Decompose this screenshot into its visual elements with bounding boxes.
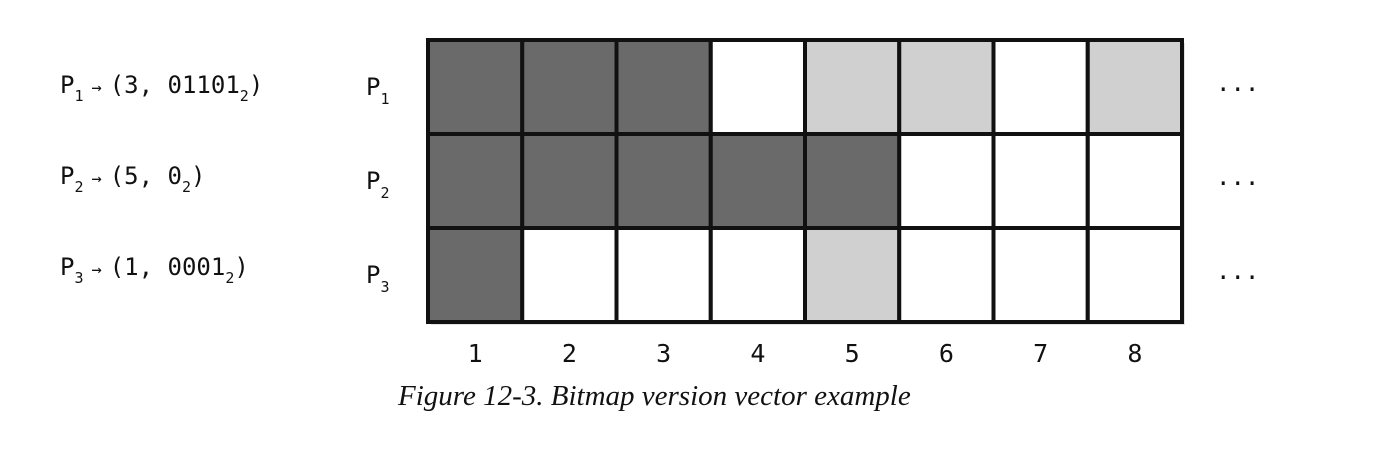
legend-base-subscript: 2 <box>225 269 234 287</box>
grid-cell <box>520 132 619 230</box>
row-label: P2 <box>366 167 389 202</box>
legend-close: ) <box>191 162 205 190</box>
legend-process-subscript: 1 <box>74 87 83 105</box>
grid-cell <box>803 38 902 136</box>
grid-cell <box>991 38 1090 136</box>
grid-cell <box>803 132 902 230</box>
column-label: 8 <box>1127 339 1142 368</box>
legend-process: P <box>60 253 74 281</box>
grid-cell <box>614 38 713 136</box>
legend-arrow: → <box>91 260 101 280</box>
grid-cell <box>991 226 1090 324</box>
legend-process-subscript: 3 <box>74 269 83 287</box>
legend-entry: P1 → (3, 011012) <box>60 71 263 105</box>
grid-cell <box>614 132 713 230</box>
column-label: 1 <box>468 339 483 368</box>
column-label: 2 <box>562 339 577 368</box>
grid-cell <box>520 38 619 136</box>
grid-cell <box>1085 226 1184 324</box>
grid-cell <box>426 38 525 136</box>
column-label: 6 <box>939 339 954 368</box>
grid-cell <box>614 226 713 324</box>
legend-process: P <box>60 162 74 190</box>
legend-process-subscript: 2 <box>74 178 83 196</box>
column-label: 3 <box>656 339 671 368</box>
grid-cell <box>426 226 525 324</box>
grid-cell <box>426 132 525 230</box>
row-ellipsis: ... <box>1216 257 1259 285</box>
row-label: P3 <box>366 261 389 296</box>
grid-cell <box>991 132 1090 230</box>
legend-value: (5, 0 <box>110 162 182 190</box>
legend-process: P <box>60 71 74 99</box>
legend-entry: P3 → (1, 00012) <box>60 253 249 287</box>
grid-cell <box>897 132 996 230</box>
legend-base-subscript: 2 <box>240 87 249 105</box>
grid-border <box>426 38 1184 324</box>
row-label: P1 <box>366 73 389 108</box>
legend-close: ) <box>249 71 263 99</box>
row-label-subscript: 2 <box>380 184 389 202</box>
grid-cell <box>803 226 902 324</box>
grid-cell <box>708 226 807 324</box>
grid-cell <box>1085 132 1184 230</box>
column-label: 7 <box>1033 339 1048 368</box>
grid-cell <box>1085 38 1184 136</box>
grid-cell <box>708 132 807 230</box>
legend-close: ) <box>234 253 248 281</box>
legend-value: (3, 01101 <box>110 71 240 99</box>
grid-cell <box>897 38 996 136</box>
figure-caption: Figure 12-3. Bitmap version vector examp… <box>398 380 911 412</box>
grid-cell <box>897 226 996 324</box>
legend-arrow: → <box>91 78 101 98</box>
legend-value: (1, 0001 <box>110 253 226 281</box>
grid-cell <box>520 226 619 324</box>
column-label: 4 <box>750 339 765 368</box>
column-label: 5 <box>845 339 860 368</box>
row-ellipsis: ... <box>1216 69 1259 97</box>
row-label-subscript: 3 <box>380 278 389 296</box>
row-ellipsis: ... <box>1216 163 1259 191</box>
legend-base-subscript: 2 <box>182 178 191 196</box>
grid-cell <box>708 38 807 136</box>
legend-entry: P2 → (5, 02) <box>60 162 205 196</box>
row-label-subscript: 1 <box>380 90 389 108</box>
legend-arrow: → <box>91 169 101 189</box>
